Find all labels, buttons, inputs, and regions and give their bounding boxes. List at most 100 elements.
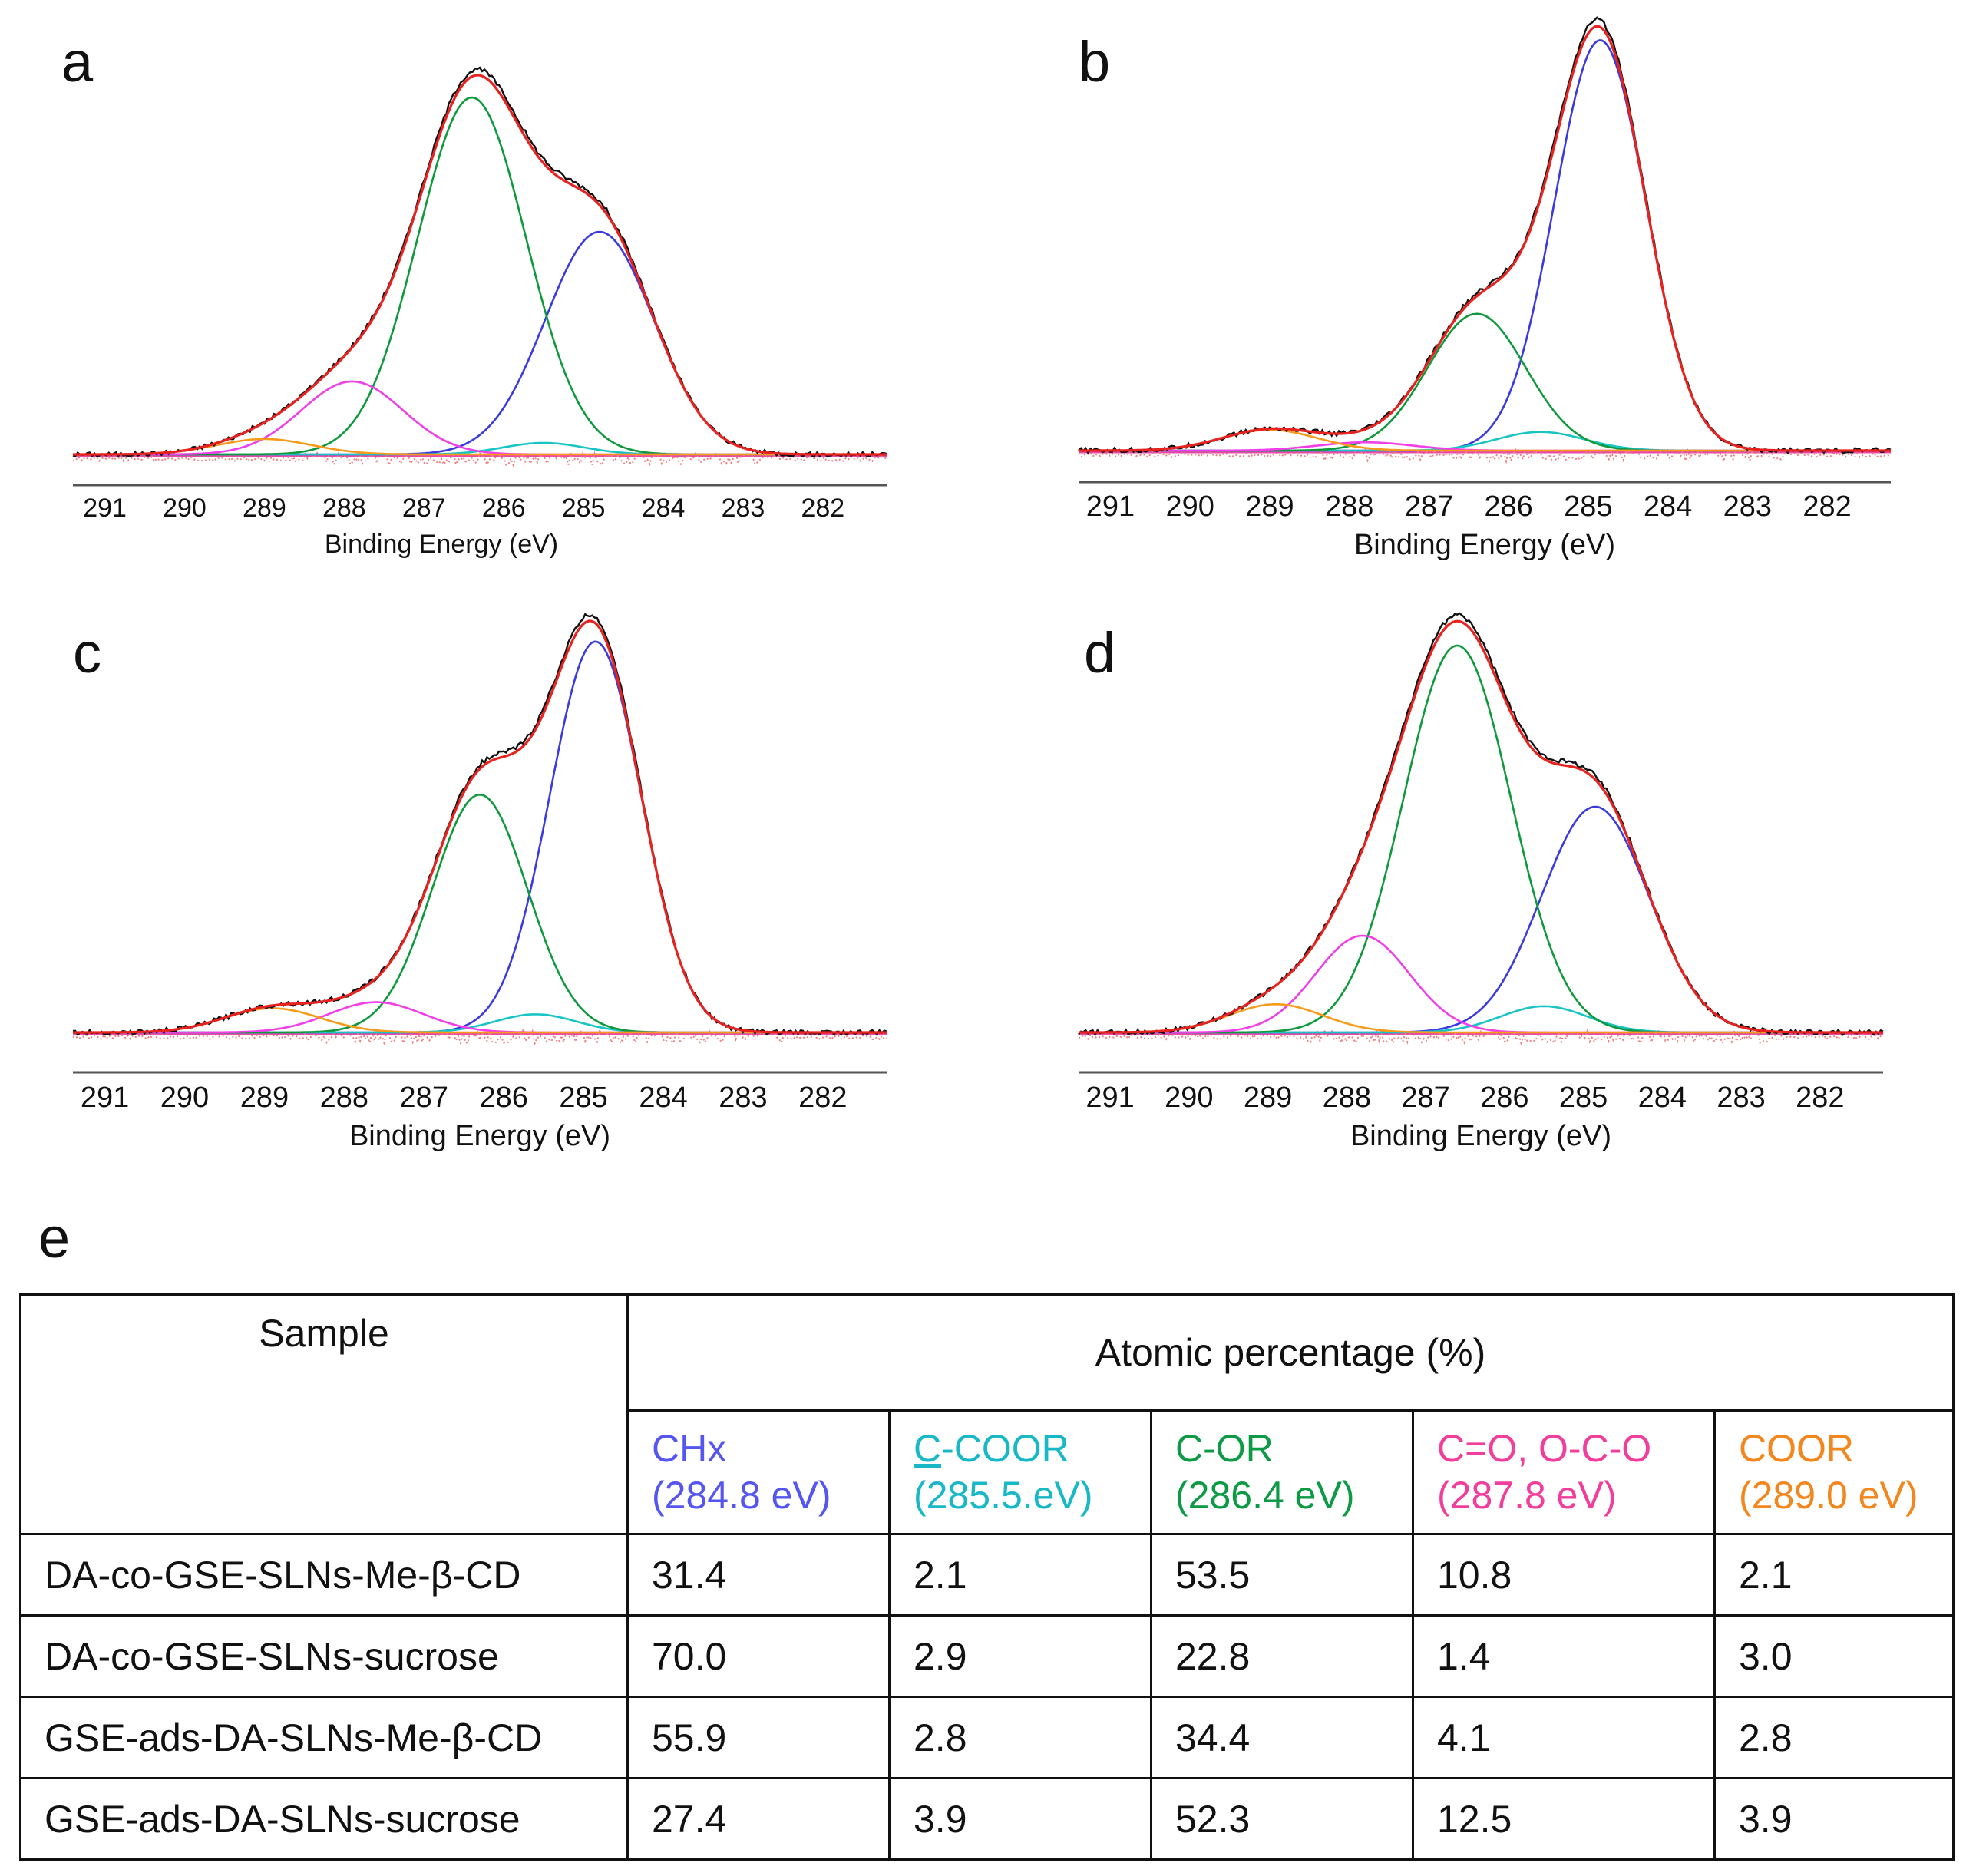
x-tick-label: 284	[1644, 490, 1692, 523]
cell-c-coor: 3.9	[888, 1777, 1152, 1861]
x-tick-label: 286	[1484, 490, 1532, 523]
col-header-chx: CHx (284.8 eV)	[626, 1409, 891, 1535]
component-c-or-curve	[73, 96, 887, 456]
col-c-coor-label-underlined: C	[914, 1427, 942, 1470]
x-tick-label: 282	[798, 1082, 847, 1114]
component-c-o-o-c-o-curve	[73, 380, 887, 456]
envelope-fit-curve	[1079, 25, 1891, 452]
x-tick-label: 283	[1723, 490, 1772, 523]
x-tick-label: 282	[1796, 1082, 1844, 1114]
panel-letter-a: a	[61, 30, 94, 94]
row-sample: GSE-ads-DA-SLNs-Me-β-CD	[19, 1696, 629, 1779]
xps-panel-c: 291 290 289 288 287 286 285 284 283 282 Binding En…	[54, 591, 906, 1190]
cell-c-o: 1.4	[1412, 1614, 1716, 1698]
x-tick-label: 287	[400, 1082, 448, 1114]
residual-curve	[72, 451, 887, 467]
col-c-or-label: C-OR	[1175, 1427, 1274, 1470]
row-sample: DA-co-GSE-SLNs-sucrose	[19, 1614, 629, 1698]
x-tick-label: 289	[1245, 490, 1294, 523]
x-axis-label: Binding Energy (eV)	[349, 1120, 610, 1152]
x-tick-label: 289	[1244, 1082, 1292, 1114]
x-tick-label: 290	[160, 1082, 209, 1114]
cell-coor: 2.8	[1713, 1696, 1955, 1779]
x-axis-label: Binding Energy (eV)	[325, 530, 558, 559]
x-tick-label: 284	[642, 494, 686, 523]
xps-panel-a: 291 290 289 288 287 286 285 284 283 282 Binding En…	[54, 31, 906, 583]
component-chx-curve	[1079, 805, 1883, 1034]
raw-data-curve	[1078, 612, 1884, 1037]
cell-c-or: 53.5	[1150, 1533, 1414, 1617]
component-c-or-curve	[1079, 312, 1891, 452]
component-c-o-o-c-o-curve	[1079, 934, 1883, 1034]
x-tick-label: 290	[1165, 1082, 1213, 1114]
x-tick-label: 283	[722, 494, 765, 523]
cell-coor: 2.1	[1713, 1533, 1955, 1617]
row-sample: DA-co-GSE-SLNs-Me-β-CD	[19, 1533, 629, 1617]
table-row: GSE-ads-DA-SLNs-sucrose 27.4 3.9 52.3 12…	[19, 1777, 1955, 1861]
x-tick-label: 287	[1405, 490, 1453, 523]
cell-chx: 70.0	[626, 1614, 891, 1698]
x-tick-label: 291	[81, 1082, 129, 1114]
row-sample: GSE-ads-DA-SLNs-sucrose	[19, 1777, 629, 1861]
cell-chx: 55.9	[626, 1696, 891, 1779]
table-header-sample: Sample	[19, 1293, 629, 1535]
x-tick-label: 291	[1086, 490, 1135, 523]
x-tick-label: 284	[1638, 1082, 1687, 1114]
raw-data-curve	[72, 66, 887, 458]
x-tick-label: 289	[240, 1082, 289, 1114]
cell-c-coor: 2.9	[888, 1614, 1152, 1698]
x-tick-label: 291	[83, 494, 127, 523]
x-tick-label: 287	[402, 494, 446, 523]
col-header-c-or: C-OR (286.4 eV)	[1150, 1409, 1414, 1535]
x-tick-label: 288	[322, 494, 366, 523]
cell-c-o: 4.1	[1412, 1696, 1716, 1779]
x-tick-label: 289	[243, 494, 286, 523]
xps-panel-b: 291 290 289 288 287 286 285 284 283 282 Binding En…	[1063, 0, 1923, 591]
col-coor-label: COOR	[1739, 1427, 1854, 1470]
table-row: DA-co-GSE-SLNs-Me-β-CD 31.4 2.1 53.5 10.…	[19, 1533, 1955, 1617]
envelope-fit-curve	[1079, 619, 1883, 1034]
col-coor-energy: (289.0 eV)	[1739, 1474, 1918, 1517]
raw-data-curve	[72, 613, 887, 1036]
x-tick-label: 285	[1564, 490, 1612, 523]
component-c-or-curve	[73, 793, 887, 1034]
cell-c-or: 52.3	[1150, 1777, 1414, 1861]
x-tick-label: 283	[1717, 1082, 1765, 1114]
x-tick-label: 283	[719, 1082, 767, 1114]
xps-spectrum-b: 291 290 289 288 287 286 285 284 283 282 Binding En…	[1078, 16, 1892, 561]
panel-letter-b: b	[1079, 30, 1111, 94]
xps-panel-d: 291 290 289 288 287 286 285 284 283 282 Binding En…	[1063, 591, 1923, 1190]
xps-spectrum-c: 291 290 289 288 287 286 285 284 283 282 Binding En…	[72, 613, 887, 1152]
x-tick-label: 285	[562, 494, 606, 523]
xps-spectrum-a: 291 290 289 288 287 286 285 284 283 282 Binding En…	[72, 66, 887, 559]
x-tick-label: 286	[479, 1082, 527, 1114]
component-chx-curve	[73, 230, 887, 456]
x-axis-label: Binding Energy (eV)	[1354, 529, 1615, 561]
col-chx-label: CHx	[652, 1427, 727, 1470]
envelope-fit-curve	[73, 619, 887, 1034]
cell-chx: 27.4	[626, 1777, 891, 1861]
panel-letter-d: d	[1084, 621, 1116, 685]
cell-c-or: 22.8	[1150, 1614, 1414, 1698]
x-tick-label: 285	[1559, 1082, 1608, 1114]
x-tick-label: 288	[1325, 490, 1373, 523]
col-c-coor-label-rest: -COOR	[941, 1427, 1069, 1470]
panel-letter-c: c	[73, 621, 101, 685]
cell-coor: 3.0	[1713, 1614, 1955, 1698]
col-header-c-o: C=O, O-C-O (287.8 eV)	[1412, 1409, 1716, 1535]
cell-chx: 31.4	[626, 1533, 891, 1617]
x-tick-label: 290	[163, 494, 207, 523]
atomic-percentage-table: Sample Atomic percentage (%) CHx (284.8 …	[19, 1293, 1955, 1861]
cell-coor: 3.9	[1713, 1777, 1955, 1861]
table-row: GSE-ads-DA-SLNs-Me-β-CD 55.9 2.8 34.4 4.…	[19, 1696, 1955, 1779]
cell-c-or: 34.4	[1150, 1696, 1414, 1779]
col-c-o-energy: (287.8 eV)	[1437, 1474, 1617, 1517]
x-tick-label: 285	[559, 1082, 607, 1114]
col-c-or-energy: (286.4 eV)	[1175, 1474, 1355, 1517]
component-c-or-curve	[1079, 644, 1883, 1034]
col-c-o-label: C=O, O-C-O	[1437, 1427, 1652, 1470]
residual-curve	[72, 1028, 887, 1046]
cell-c-coor: 2.8	[888, 1696, 1152, 1779]
component-coor-curve	[73, 438, 887, 456]
x-tick-label: 287	[1401, 1082, 1449, 1114]
